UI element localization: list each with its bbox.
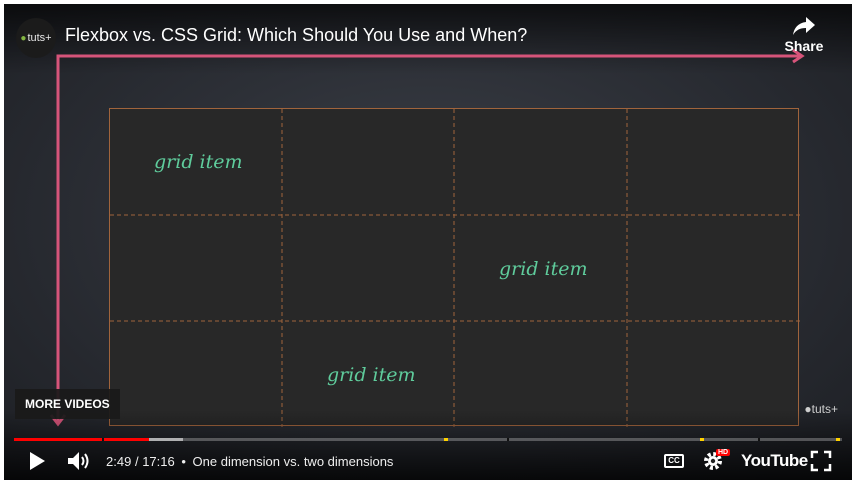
share-label: Share: [784, 38, 824, 54]
channel-avatar[interactable]: ● tuts+: [16, 18, 56, 58]
time-display: 2:49 / 17:16 • One dimension vs. two dim…: [106, 454, 393, 469]
share-icon: [793, 17, 815, 35]
play-icon: [30, 452, 45, 470]
video-player[interactable]: grid item grid item grid item ● tuts+ Fle…: [4, 4, 852, 480]
more-videos-button[interactable]: MORE VIDEOS: [15, 389, 120, 419]
marker: [700, 438, 704, 441]
captions-icon: CC: [668, 456, 680, 465]
progress-played: [14, 438, 149, 441]
play-button[interactable]: [26, 450, 48, 477]
grid-item-label: grid item: [499, 258, 588, 280]
settings-icon: [704, 452, 722, 470]
chapter-divider: [758, 438, 760, 441]
marker: [836, 438, 840, 441]
video-title[interactable]: Flexbox vs. CSS Grid: Which Should You U…: [65, 25, 528, 45]
youtube-logo[interactable]: YouTube: [741, 451, 808, 470]
leaf-icon: ●: [20, 32, 27, 44]
chapter-divider: [102, 438, 104, 441]
chapter-separator: •: [181, 454, 186, 469]
marker: [444, 438, 448, 441]
chapter-divider: [507, 438, 509, 441]
time-separator: /: [134, 454, 139, 469]
settings-button[interactable]: [702, 450, 724, 477]
control-bar: 2:49 / 17:16 • One dimension vs. two dim…: [4, 444, 852, 480]
mute-button[interactable]: [66, 450, 92, 477]
grid-item-label: grid item: [154, 151, 243, 173]
volume-icon: [68, 452, 89, 470]
progress-bar[interactable]: [14, 438, 842, 441]
channel-logo-text: tuts+: [27, 32, 52, 44]
hd-badge: HD: [716, 449, 731, 456]
current-time: 2:49: [106, 454, 132, 469]
fullscreen-button[interactable]: [810, 450, 832, 477]
captions-button[interactable]: CC: [664, 454, 684, 468]
chapter-title[interactable]: One dimension vs. two dimensions: [192, 454, 394, 469]
grid-illustration: grid item grid item grid item: [109, 108, 800, 427]
leaf-icon: ●: [804, 402, 812, 416]
grid-item-label: grid item: [327, 364, 416, 386]
duration: 17:16: [142, 454, 175, 469]
share-button[interactable]: Share: [782, 16, 826, 54]
fullscreen-icon: [810, 450, 832, 472]
